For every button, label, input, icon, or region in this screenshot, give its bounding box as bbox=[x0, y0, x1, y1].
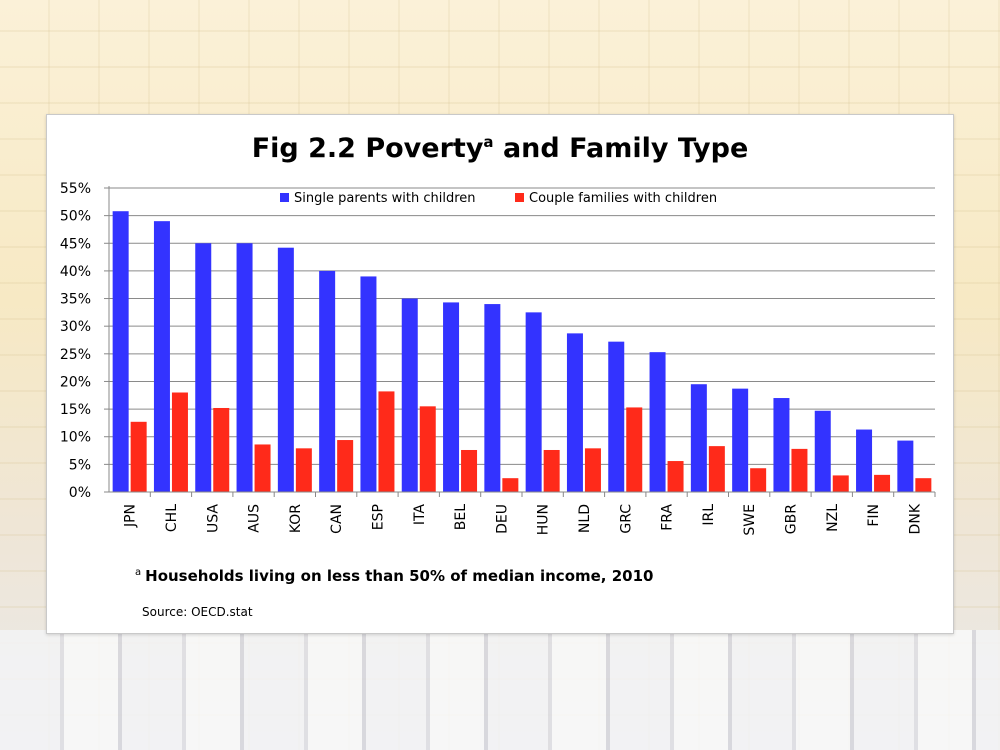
legend-swatch bbox=[280, 193, 289, 202]
x-tick-label: USA bbox=[205, 504, 221, 533]
chart-slide: Fig 2.2 Povertya and Family Type 0% 5% 10%… bbox=[46, 114, 954, 634]
bar-couple-families-ita bbox=[419, 406, 436, 492]
bar-single-parents-nzl bbox=[814, 410, 831, 492]
x-tick-label: FRA bbox=[660, 504, 676, 531]
footnote-marker: a bbox=[135, 567, 142, 578]
x-tick-label: NLD bbox=[577, 504, 593, 533]
bar-single-parents-bel bbox=[443, 302, 460, 492]
bar-couple-families-fin bbox=[874, 474, 891, 492]
bar-couple-families-fra bbox=[667, 461, 684, 492]
bar-couple-families-aus bbox=[254, 444, 271, 492]
y-tick-label: 50% bbox=[60, 209, 91, 225]
bar-couple-families-swe bbox=[750, 468, 767, 492]
bar-single-parents-deu bbox=[484, 304, 501, 492]
bars bbox=[112, 211, 932, 492]
bar-chart: 0% 5% 10% 15% 20% 25% 30% 35% 40% 45% 50% 55% JPN CHL… bbox=[60, 181, 936, 536]
y-tick-label: 15% bbox=[60, 402, 91, 418]
x-tick-label: GRC bbox=[618, 504, 634, 534]
x-tick-label: IRL bbox=[701, 504, 717, 526]
axes: 0% 5% 10% 15% 20% 25% 30% 35% 40% 45% 50% 55% JPN CHL… bbox=[60, 181, 936, 536]
bar-couple-families-grc bbox=[626, 407, 643, 492]
bar-couple-families-usa bbox=[213, 407, 230, 492]
bar-single-parents-fra bbox=[649, 352, 666, 492]
x-tick-label: GBR bbox=[783, 504, 799, 534]
y-tick-label: 35% bbox=[60, 292, 91, 308]
bar-couple-families-nzl bbox=[832, 475, 849, 492]
footnote-text: Households living on less than 50% of me… bbox=[145, 567, 654, 585]
bar-single-parents-grc bbox=[608, 341, 625, 492]
source-note: Source: OECD.stat bbox=[142, 605, 253, 619]
y-tick-label: 45% bbox=[60, 236, 91, 252]
bar-single-parents-fin bbox=[856, 429, 873, 492]
bar-couple-families-dnk bbox=[915, 478, 932, 492]
bar-couple-families-kor bbox=[295, 448, 312, 492]
bar-couple-families-bel bbox=[461, 449, 478, 492]
background-texture bbox=[0, 630, 1000, 750]
bar-single-parents-esp bbox=[360, 276, 377, 492]
gridlines bbox=[109, 187, 935, 465]
x-tick-label: HUN bbox=[536, 504, 552, 535]
bar-single-parents-can bbox=[319, 270, 336, 492]
x-tick-label: DEU bbox=[494, 504, 510, 534]
x-tick-label: ITA bbox=[412, 504, 428, 526]
bar-single-parents-hun bbox=[525, 312, 542, 492]
legend: Single parents with children Couple famil… bbox=[280, 191, 717, 206]
bar-single-parents-usa bbox=[195, 243, 212, 492]
y-tick-label: 30% bbox=[60, 319, 91, 335]
bar-single-parents-nld bbox=[566, 333, 583, 492]
bar-single-parents-ita bbox=[401, 298, 418, 492]
x-tick-label: FIN bbox=[866, 504, 882, 527]
bar-couple-families-can bbox=[337, 440, 354, 492]
y-tick-label: 0% bbox=[69, 485, 91, 501]
legend-label: Single parents with children bbox=[294, 191, 476, 206]
y-tick-label: 40% bbox=[60, 264, 91, 280]
y-tick-label: 10% bbox=[60, 430, 91, 446]
chart-title: Fig 2.2 Povertya and Family Type bbox=[251, 133, 749, 164]
title-superscript: a bbox=[483, 133, 494, 151]
bar-single-parents-gbr bbox=[773, 398, 790, 492]
legend-label: Couple families with children bbox=[529, 191, 717, 206]
bar-couple-families-irl bbox=[708, 446, 725, 492]
bar-couple-families-jpn bbox=[130, 421, 147, 492]
bar-single-parents-kor bbox=[277, 247, 294, 492]
x-tick-label: DNK bbox=[907, 503, 923, 534]
bar-couple-families-hun bbox=[543, 449, 560, 492]
bar-single-parents-swe bbox=[732, 388, 749, 492]
legend-swatch bbox=[515, 193, 524, 202]
bar-single-parents-aus bbox=[236, 243, 253, 492]
bar-couple-families-nld bbox=[584, 448, 601, 492]
bar-single-parents-dnk bbox=[897, 440, 914, 492]
y-tick-label: 20% bbox=[60, 374, 91, 390]
x-tick-label: JPN bbox=[123, 504, 139, 528]
x-tick-label: KOR bbox=[288, 504, 304, 533]
y-tick-label: 25% bbox=[60, 347, 91, 363]
x-tick-label: CAN bbox=[329, 504, 345, 534]
x-tick-label: SWE bbox=[742, 504, 758, 536]
y-tick-label: 5% bbox=[69, 457, 91, 473]
x-tick-label: CHL bbox=[164, 504, 180, 532]
bar-couple-families-esp bbox=[378, 391, 395, 492]
bar-single-parents-jpn bbox=[112, 211, 129, 492]
x-tick-label: AUS bbox=[247, 504, 263, 533]
bar-couple-families-deu bbox=[502, 478, 519, 492]
x-tick-label: BEL bbox=[453, 504, 469, 530]
x-tick-label: NZL bbox=[825, 504, 841, 532]
x-tick-label: ESP bbox=[370, 504, 386, 530]
bar-couple-families-chl bbox=[171, 392, 188, 492]
bar-single-parents-irl bbox=[690, 384, 707, 492]
bar-single-parents-chl bbox=[153, 221, 170, 492]
bar-couple-families-gbr bbox=[791, 448, 808, 492]
footnote: a Households living on less than 50% of m… bbox=[135, 567, 653, 585]
y-tick-label: 55% bbox=[60, 181, 91, 197]
